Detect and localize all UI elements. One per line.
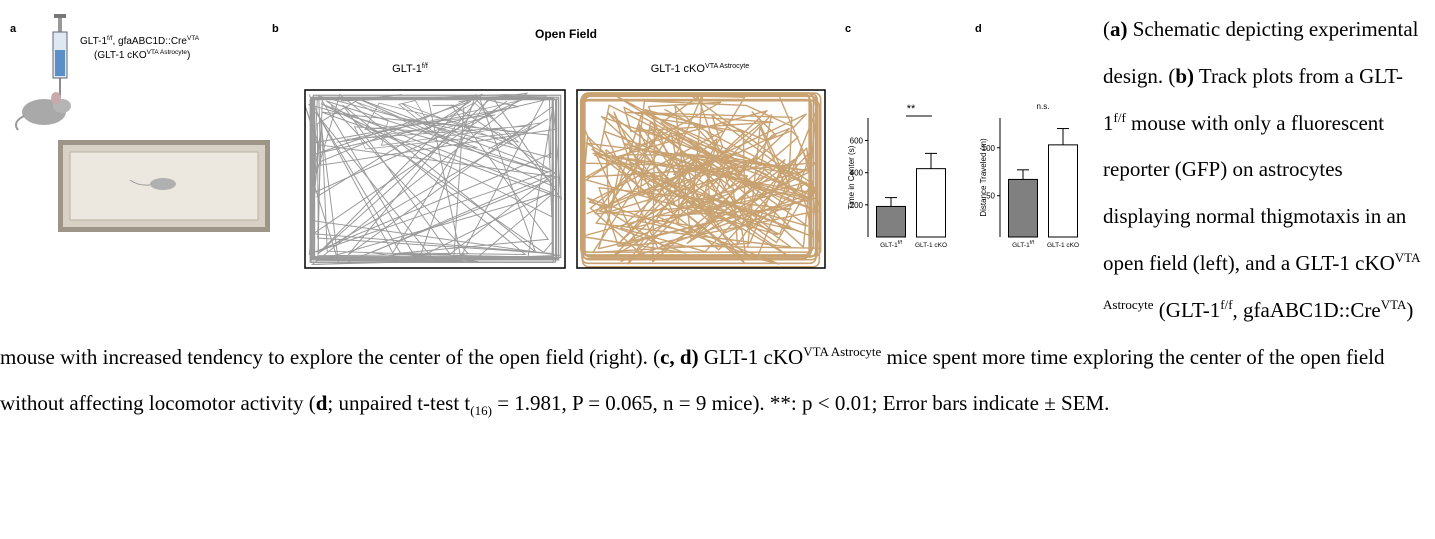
y-tick-label: 400 [850, 169, 864, 178]
category: GLT-1 cKO [1047, 242, 1079, 249]
superscript: f/f [422, 62, 428, 70]
x-tick-label: GLT-1f/f [1012, 240, 1034, 249]
bar [877, 206, 906, 237]
mouse-tail [16, 116, 24, 130]
caption-sub: (16) [470, 404, 492, 419]
panel-a-line2: (GLT-1 cKOVTA Astrocyte) [94, 49, 190, 61]
track-plot [305, 93, 561, 264]
caption-text: (GLT-1 [1154, 298, 1221, 322]
x-tick-label: GLT-1 cKO [1047, 242, 1079, 249]
panel-label: d [975, 23, 982, 35]
panel-title: Open Field [535, 27, 597, 41]
category: GLT-1 [880, 242, 898, 249]
page: a GLT-1f/f, gfaABC1D::CreVTA (GLT-1 cKOV… [0, 0, 1435, 539]
superscript: VTA Astrocyte [705, 62, 749, 70]
bar [1009, 179, 1038, 237]
caption-text: mouse with only a fluorescent reporter (… [1103, 111, 1406, 275]
superscript: VTA Astrocyte [147, 49, 188, 56]
caption-sup: VTA [1381, 297, 1407, 312]
caption-text: = 1.981, P = 0.065, n = 9 mice). **: p <… [492, 391, 1109, 415]
track-loop [312, 99, 557, 259]
text: GLT-1 cKO [651, 63, 706, 75]
caption-bold: b) [1175, 64, 1194, 88]
track-path [309, 94, 553, 259]
bar [1049, 145, 1078, 237]
caption-sup: f/f [1220, 297, 1232, 312]
category-superscript: f/f [898, 240, 903, 246]
text: , gfaABC1D::Cre [112, 36, 187, 47]
text: GLT-1 [392, 63, 422, 75]
syringe [53, 14, 67, 100]
mouse-ear [51, 92, 61, 104]
bar [917, 169, 946, 237]
panel-a-line1: GLT-1f/f, gfaABC1D::CreVTA [80, 35, 200, 47]
syringe-plunger [54, 14, 66, 18]
caption-sup: f/f [1114, 110, 1126, 125]
mouse-icon [16, 92, 71, 130]
caption-text: ; unpaired t-test t [327, 391, 470, 415]
superscript: VTA [187, 35, 200, 42]
panel-label: a [10, 23, 17, 35]
y-tick-label: 100 [982, 144, 996, 153]
annotation: ** [907, 103, 916, 115]
caption-text: , gfaABC1D::Cre [1233, 298, 1381, 322]
text: (GLT-1 cKO [94, 50, 147, 61]
text: GLT-1 [80, 36, 107, 47]
open-field-box [58, 140, 270, 232]
annotation: n.s. [1037, 102, 1050, 111]
track-label: GLT-1 cKOVTA Astrocyte [651, 62, 750, 75]
caption-bold: d [316, 391, 328, 415]
track-label: GLT-1f/f [392, 62, 428, 75]
x-tick-label: GLT-1f/f [880, 240, 902, 249]
panel-label: c [845, 23, 851, 35]
caption-text: ( [1103, 17, 1110, 41]
caption-bold: c, d) [660, 345, 699, 369]
text: ) [187, 50, 190, 61]
caption-text: GLT-1 cKO [699, 345, 804, 369]
panel-label: b [272, 23, 279, 35]
track-plot [581, 93, 821, 267]
syringe-rod [58, 18, 62, 32]
box-mouse [150, 178, 176, 190]
x-tick-label: GLT-1 cKO [915, 242, 947, 249]
caption-sup: VTA Astrocyte [803, 344, 881, 359]
caption-bold: a) [1110, 17, 1128, 41]
y-tick-label: 600 [850, 137, 864, 146]
category: GLT-1 cKO [915, 242, 947, 249]
category-superscript: f/f [1030, 240, 1035, 246]
category: GLT-1 [1012, 242, 1030, 249]
y-tick-label: 200 [850, 201, 864, 210]
figure: a GLT-1f/f, gfaABC1D::CreVTA (GLT-1 cKOV… [0, 0, 1095, 290]
syringe-fluid [55, 50, 65, 76]
y-tick-label: 50 [986, 192, 995, 201]
